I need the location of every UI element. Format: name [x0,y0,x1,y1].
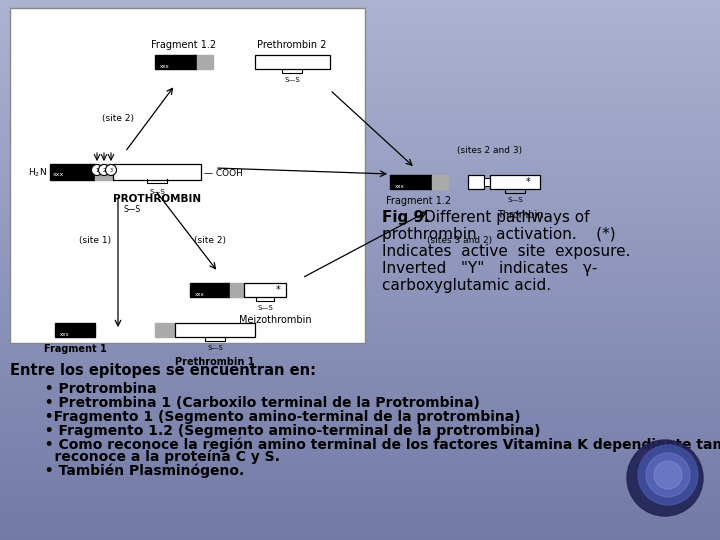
Text: Fragment 1.2: Fragment 1.2 [151,40,217,50]
Text: xxx: xxx [53,172,63,178]
Text: Meizothrombin: Meizothrombin [239,315,311,325]
Text: PROTHROMBIN: PROTHROMBIN [113,194,201,204]
Circle shape [638,445,698,505]
Text: carboxyglutamic acid.: carboxyglutamic acid. [382,278,551,293]
Text: *: * [526,177,531,187]
Text: S—S: S—S [507,197,523,203]
Bar [390,175,432,189]
Text: (sites 2 and 3): (sites 2 and 3) [457,145,523,154]
Text: 1: 1 [96,167,99,172]
Text: • Protrombina: • Protrombina [35,382,157,396]
Text: xxx: xxx [60,332,70,336]
Circle shape [106,165,117,176]
Text: reconoce a la proteína C y S.: reconoce a la proteína C y S. [35,450,280,464]
Bar [175,323,255,337]
Bar [244,283,286,297]
Bar [95,164,113,180]
Bar [155,55,197,69]
Text: Fragment 1: Fragment 1 [44,344,107,354]
Text: • También Plasminógeno.: • También Plasminógeno. [35,463,244,477]
Text: prothrombin    activation.    (*): prothrombin activation. (*) [382,227,616,242]
Text: Inverted   "Y"   indicates   γ-: Inverted "Y" indicates γ- [382,261,598,276]
Text: •Fragmento 1 (Segmento amino-terminal de la protrombina): •Fragmento 1 (Segmento amino-terminal de… [35,410,521,424]
Text: S—S: S—S [149,189,165,195]
Text: • Como reconoce la región amino terminal de los factores Vitamina K dependiente : • Como reconoce la región amino terminal… [35,438,720,453]
Text: (sites 3 and 2): (sites 3 and 2) [428,235,492,245]
Text: Prethrombin 2: Prethrombin 2 [257,40,327,50]
Text: • Fragmento 1.2 (Segmento amino-terminal de la protrombina): • Fragmento 1.2 (Segmento amino-terminal… [35,424,541,438]
Circle shape [646,453,690,497]
Text: *: * [276,285,280,295]
Bar [197,55,213,69]
Text: (site 1): (site 1) [79,235,111,245]
Bar [155,323,175,337]
Text: 2: 2 [102,167,106,172]
Text: (site 2): (site 2) [102,113,134,123]
Bar [484,178,490,186]
Text: — COOH: — COOH [204,168,243,178]
Bar [50,164,95,180]
Text: Fragment 1.2: Fragment 1.2 [387,196,451,206]
Bar [230,283,244,297]
Text: xxx: xxx [160,64,170,69]
Bar [468,175,484,189]
Text: S—S: S—S [257,305,273,311]
Text: Fig 9.: Fig 9. [382,210,430,225]
Bar [432,175,448,189]
Text: S—S: S—S [123,205,140,214]
Text: 3: 3 [109,167,112,172]
Text: xxx: xxx [395,184,405,188]
Circle shape [627,440,703,516]
Circle shape [99,165,109,176]
Text: Indicates  active  site  exposure.: Indicates active site exposure. [382,244,631,259]
Circle shape [91,165,102,176]
Bar [490,175,540,189]
Text: H$_2$N: H$_2$N [28,167,47,179]
Text: Thrombin: Thrombin [497,210,544,220]
Text: (site 2): (site 2) [194,235,226,245]
Text: • Pretrombina 1 (Carboxilo terminal de la Protrombina): • Pretrombina 1 (Carboxilo terminal de l… [35,396,480,410]
Circle shape [654,461,682,489]
Text: S—S: S—S [284,77,300,83]
Text: xxx: xxx [195,292,205,296]
Bar [10,8,365,343]
Text: S—S: S—S [207,345,223,351]
Bar [55,323,95,337]
Text: Entre los epitopes se encuentran en:: Entre los epitopes se encuentran en: [10,363,316,378]
Bar [113,164,201,180]
Text: Prethrombin 1: Prethrombin 1 [175,357,255,367]
Bar [255,55,330,69]
Bar [190,283,230,297]
Text: Different pathways of: Different pathways of [424,210,590,225]
